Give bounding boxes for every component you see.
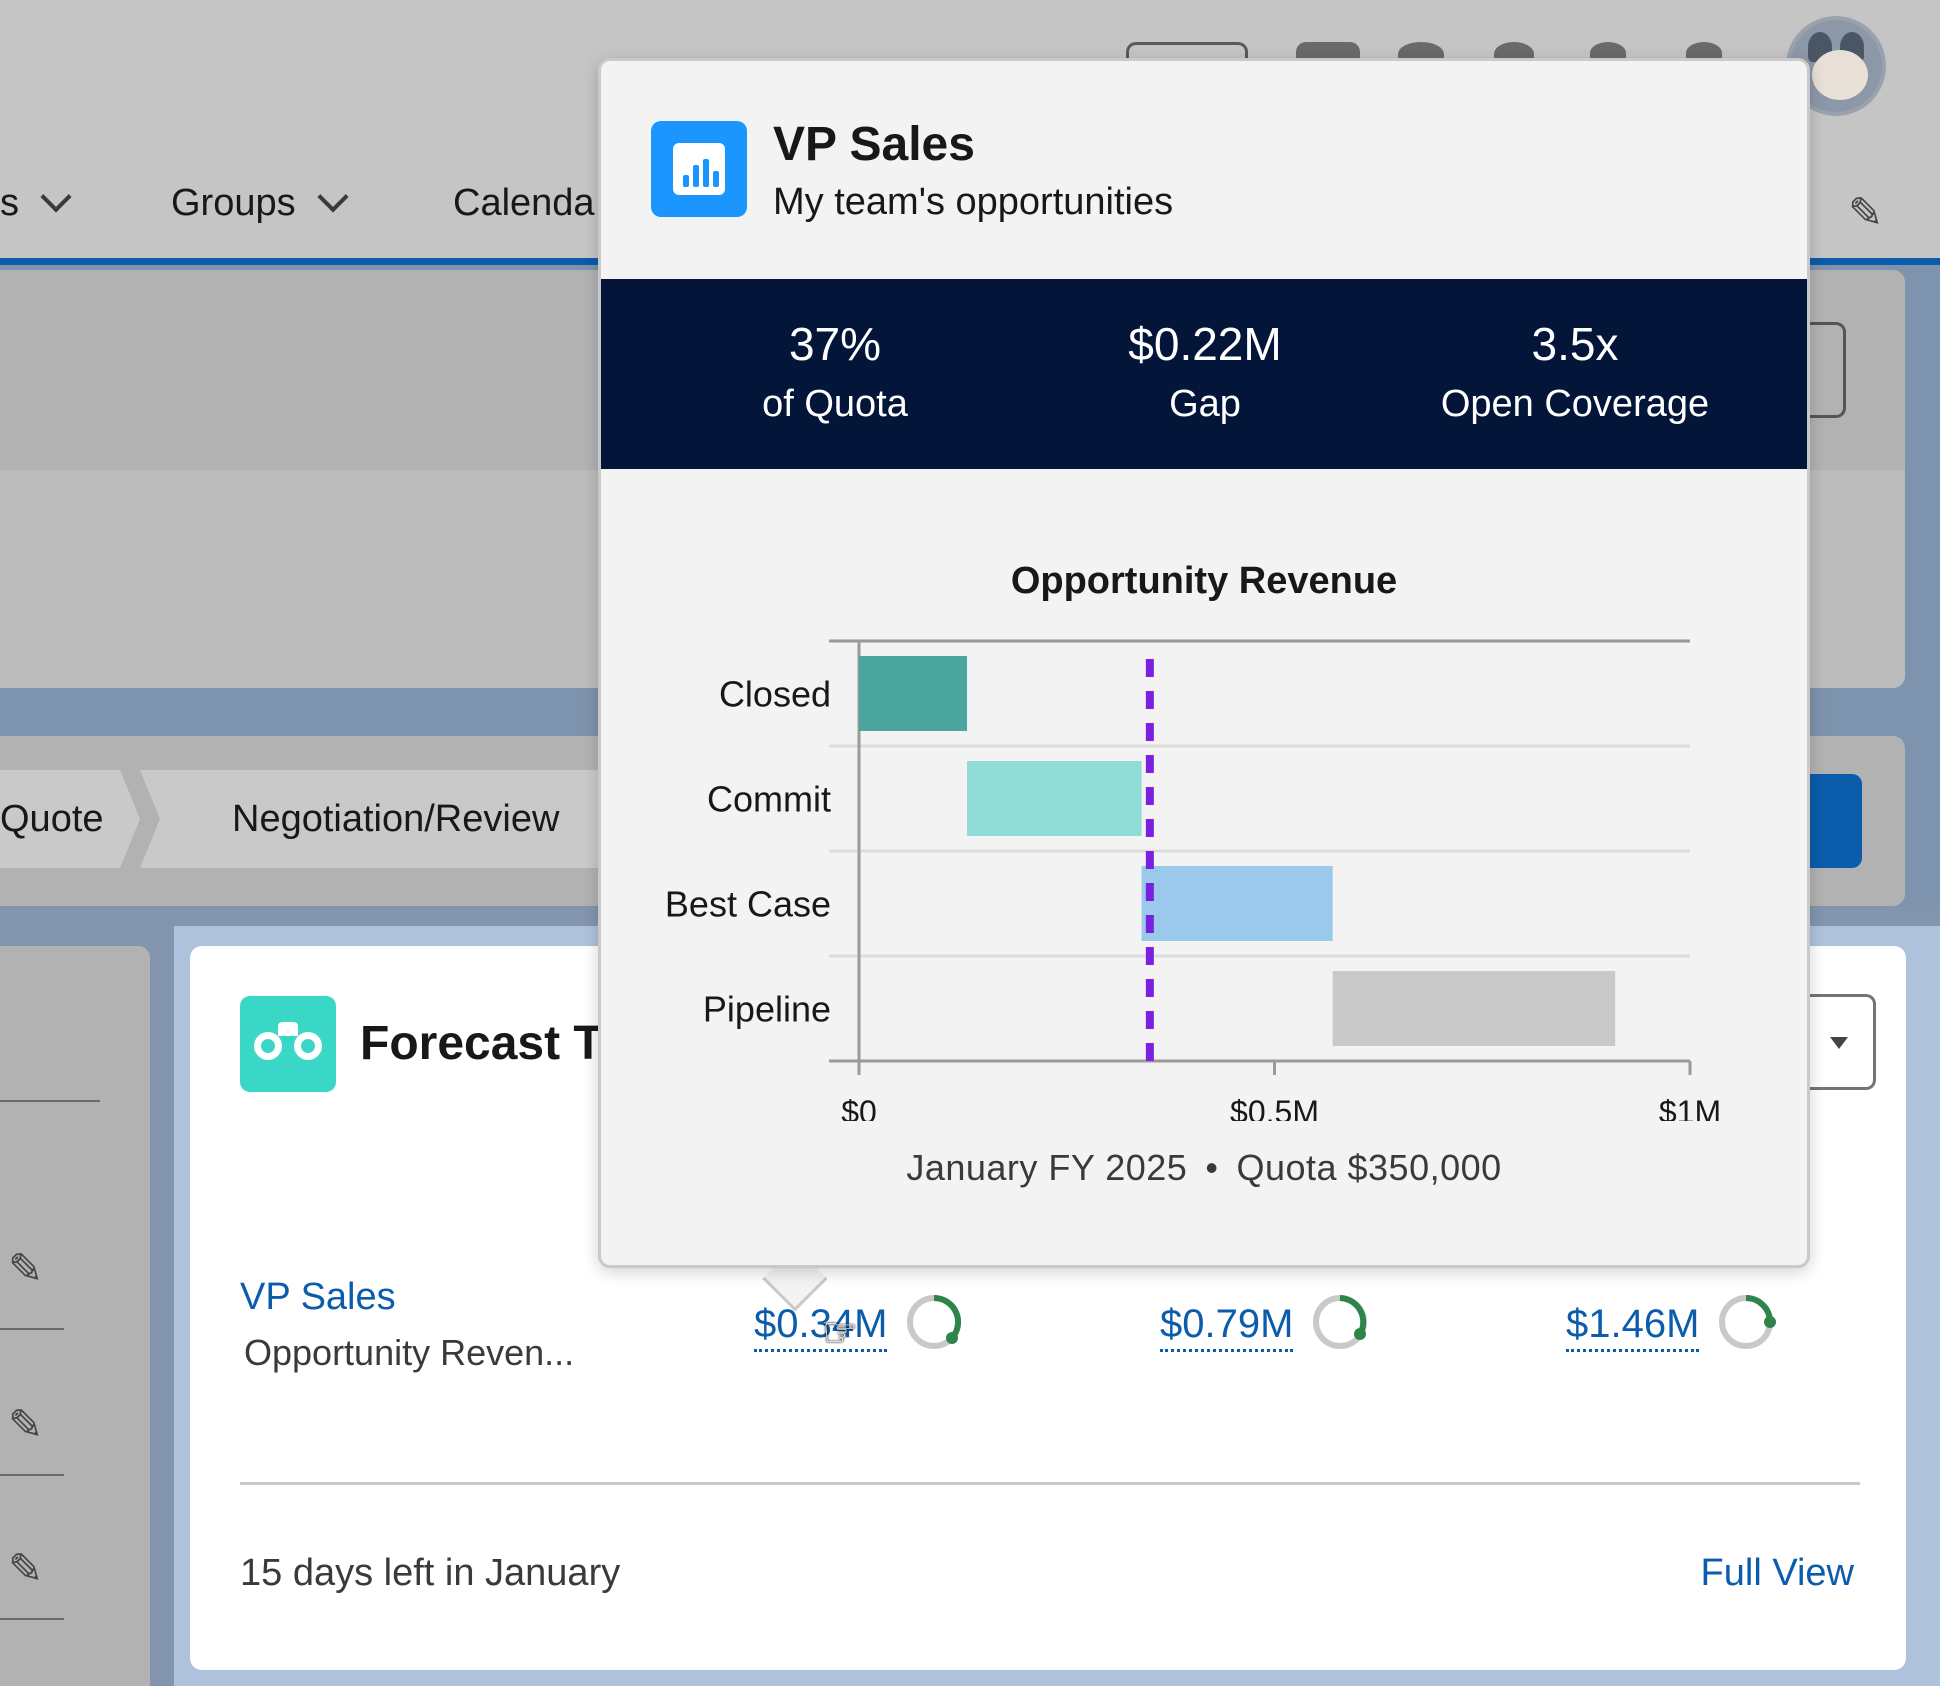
forecast-dropdown-button[interactable] [1810, 994, 1876, 1090]
path-step-negotiation[interactable]: Negotiation/Review [140, 770, 600, 868]
days-left-text: 15 days left in January [240, 1552, 621, 1594]
stat-value: 37% [788, 318, 882, 370]
path-step-quote[interactable]: Quote [0, 770, 140, 868]
stat-value: $0.22M [1128, 318, 1282, 370]
opportunity-revenue-chart: Opportunity Revenue Closed Commit Best Case… [665, 560, 1721, 1121]
edit-pencil-icon[interactable]: ✎ [8, 1545, 44, 1592]
nav-item-prev[interactable]: s [0, 180, 72, 225]
chevron-down-icon[interactable] [317, 180, 349, 213]
record-action-button[interactable] [1800, 322, 1846, 418]
forecast-amount-1[interactable]: $0.34M [754, 1302, 888, 1352]
hand-cursor-icon: ☞ [822, 1311, 858, 1355]
divider [240, 1482, 1860, 1485]
category-label: Pipeline [703, 989, 831, 1030]
forecast-amount-3[interactable]: $1.46M [1566, 1302, 1700, 1352]
x-tick-label: $1M [1659, 1094, 1721, 1121]
popover-title: VP Sales [773, 118, 975, 171]
stat-coverage: 3.5x Open Coverage [1390, 317, 1760, 426]
forecast-popover: VP Sales My team's opportunities 37% of … [598, 58, 1810, 1268]
popover-footer: January FY 2025 • Quota $350,000 [601, 1147, 1807, 1189]
left-related-panel: ✎ ✎ ✎ [0, 946, 150, 1686]
bar-closed [859, 656, 968, 731]
forecast-card-title: Forecast T [360, 1017, 603, 1070]
forecast-owner-link[interactable]: VP Sales [240, 1276, 396, 1318]
progress-ring-icon [1313, 1295, 1367, 1349]
period-label: January FY 2025 [906, 1147, 1188, 1188]
edit-pencil-icon[interactable]: ✎ [8, 1245, 44, 1292]
stat-value: 3.5x [1531, 318, 1619, 370]
stats-banner: 37% of Quota $0.22M Gap 3.5x Open Covera… [601, 279, 1807, 469]
stat-label: Open Coverage [1440, 383, 1710, 425]
popover-subtitle: My team's opportunities [773, 181, 1174, 223]
full-view-link[interactable]: Full View [1700, 1552, 1854, 1594]
stat-label: Gap [1169, 383, 1241, 425]
path-mark-complete-button[interactable] [1800, 774, 1862, 868]
category-label: Best Case [665, 884, 831, 925]
nav-item-groups[interactable]: Groups [171, 180, 349, 225]
category-label: Commit [707, 779, 831, 820]
stat-quota: 37% of Quota [650, 317, 1020, 426]
progress-ring-icon [907, 1294, 962, 1349]
nav-item-calendar[interactable]: Calenda [453, 182, 595, 224]
bar-best-case [1141, 866, 1333, 941]
caret-down-icon [1830, 1037, 1848, 1049]
quota-label: Quota $350,000 [1236, 1147, 1502, 1188]
chart-title: Opportunity Revenue [1011, 560, 1397, 602]
bar-chart-icon [651, 121, 747, 217]
forecast-type-label: Opportunity Reven... [244, 1332, 575, 1373]
progress-ring-icon [1719, 1295, 1776, 1349]
user-avatar[interactable] [1786, 16, 1886, 116]
separator-dot: • [1205, 1147, 1219, 1188]
bar-commit [967, 761, 1142, 836]
forecast-amount-2[interactable]: $0.79M [1160, 1302, 1294, 1352]
chevron-down-icon[interactable] [40, 180, 72, 213]
x-tick-label: $0 [841, 1094, 877, 1121]
x-tick-label: $0.5M [1230, 1094, 1319, 1121]
stat-label: of Quota [762, 383, 908, 425]
binoculars-icon [240, 996, 336, 1092]
category-label: Closed [719, 674, 831, 715]
edit-pencil-icon[interactable]: ✎ [8, 1401, 44, 1448]
edit-nav-pencil-icon[interactable]: ✎ [1848, 189, 1884, 236]
stat-gap: $0.22M Gap [1020, 317, 1390, 426]
bar-pipeline [1332, 971, 1616, 1046]
